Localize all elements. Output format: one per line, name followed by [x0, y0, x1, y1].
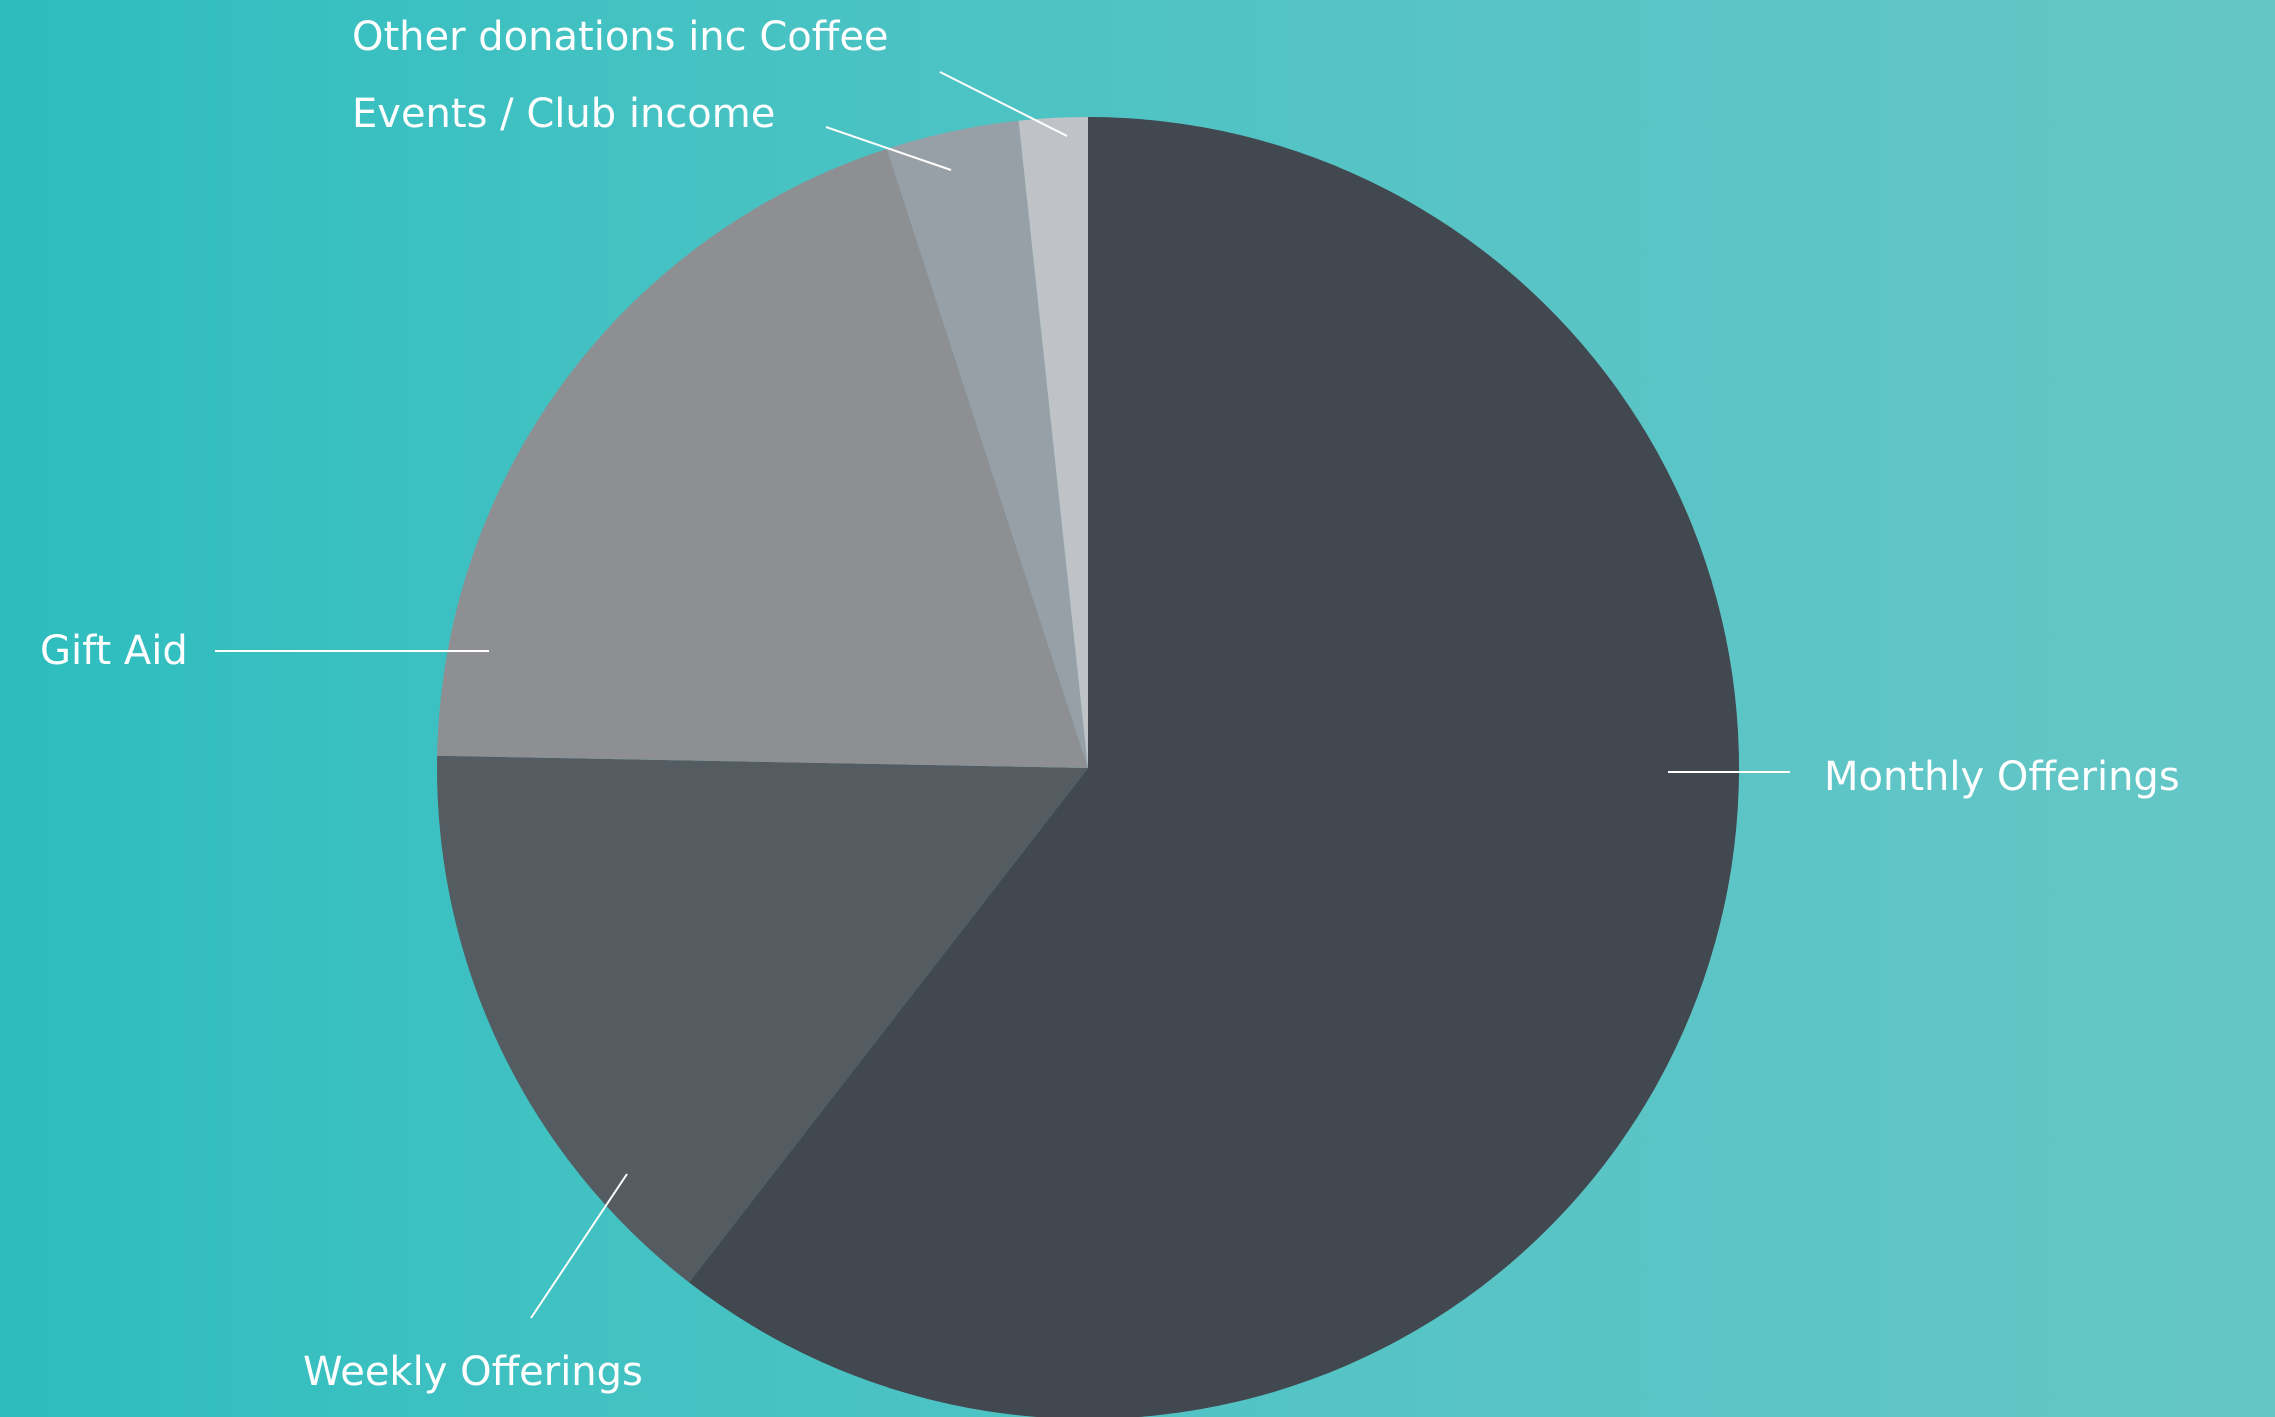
- leader-events-club-income: [825, 126, 952, 171]
- label-monthly-offerings: Monthly Offerings: [1824, 754, 2180, 800]
- leader-weekly-offerings: [530, 1173, 628, 1319]
- slice-monthly-offerings: [689, 117, 1739, 1417]
- slice-events-club-income: [886, 120, 1088, 768]
- leader-lines: [215, 71, 1790, 1319]
- leader-other-donations: [939, 71, 1068, 137]
- slice-other-donations: [1018, 117, 1088, 768]
- label-other-donations: Other donations inc Coffee: [352, 14, 889, 60]
- label-weekly-offerings: Weekly Offerings: [303, 1349, 643, 1395]
- slice-labels: Monthly Offerings Weekly Offerings Gift Ai…: [40, 14, 2180, 1395]
- slice-weekly-offerings: [437, 755, 1088, 1283]
- label-gift-aid: Gift Aid: [40, 628, 188, 674]
- label-events-club-income: Events / Club income: [352, 91, 775, 137]
- pie-slices: [437, 117, 1739, 1417]
- slice-gift-aid: [437, 148, 1088, 769]
